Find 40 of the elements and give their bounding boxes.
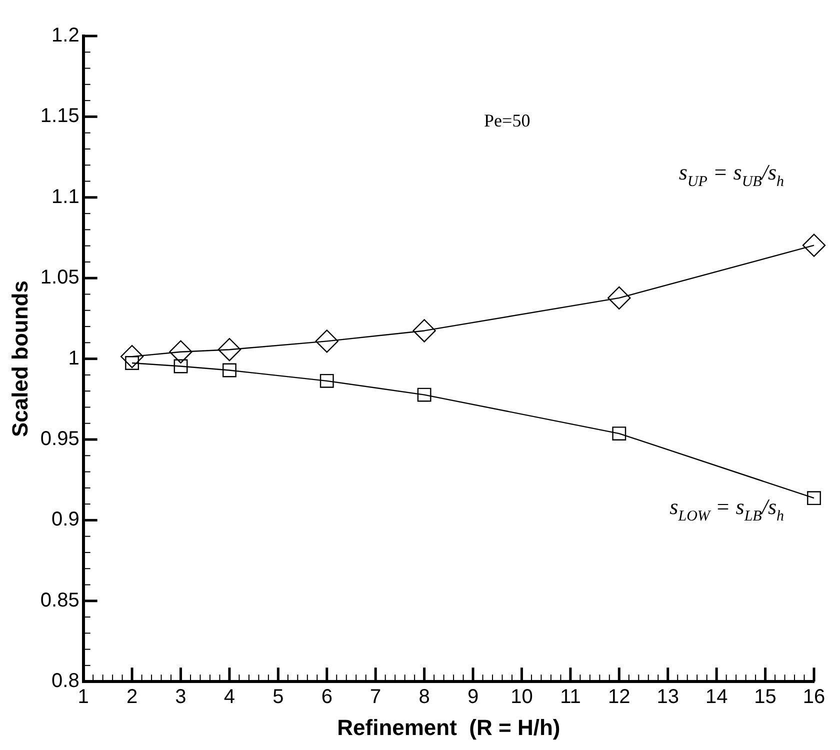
y-tick-label: 0.95 [40, 428, 80, 450]
x-tick-label: 5 [272, 686, 284, 708]
x-tick-label: 14 [705, 686, 728, 708]
x-tick-label: 16 [802, 686, 826, 708]
point [612, 426, 626, 440]
x-tick-label: 11 [560, 686, 581, 708]
point [417, 388, 432, 402]
point [174, 359, 188, 374]
x-axis-title: Refinement (R = H/h) [337, 714, 560, 740]
point [218, 338, 242, 362]
y-tick-label: 1.05 [40, 266, 80, 289]
x-tick-label: 4 [224, 686, 236, 708]
point [315, 330, 338, 353]
x-tick-label: 9 [467, 686, 479, 708]
x-tick-label: 8 [418, 686, 430, 708]
x-tick-label: 6 [321, 686, 332, 708]
y-axis-title: Scaled bounds [7, 280, 32, 438]
y-tick-label: 1.1 [52, 186, 80, 208]
x-tick-label: 2 [126, 686, 138, 708]
point [222, 363, 236, 378]
y-tick-label: 1 [68, 347, 80, 370]
x-tick-label: 15 [754, 686, 776, 708]
y-tick-label: 0.8 [52, 670, 80, 692]
x-tick-label: 3 [175, 686, 186, 708]
y-tick-label: 0.9 [52, 508, 80, 531]
x-tick-label: 12 [608, 686, 630, 708]
y-tick-label: 0.85 [40, 589, 80, 612]
point [120, 344, 144, 368]
point [807, 491, 821, 506]
y-tick-label: 1.15 [40, 105, 80, 128]
y-tick-label: 1.2 [52, 24, 80, 47]
x-tick-label: 13 [656, 686, 679, 708]
point [608, 286, 631, 310]
point [169, 340, 192, 364]
x-tick-label: 10 [510, 686, 533, 708]
point [412, 319, 436, 342]
x-tick-label: 7 [370, 686, 382, 708]
annotation: Pe=50 [484, 110, 530, 130]
point [802, 234, 826, 257]
point [320, 374, 334, 388]
